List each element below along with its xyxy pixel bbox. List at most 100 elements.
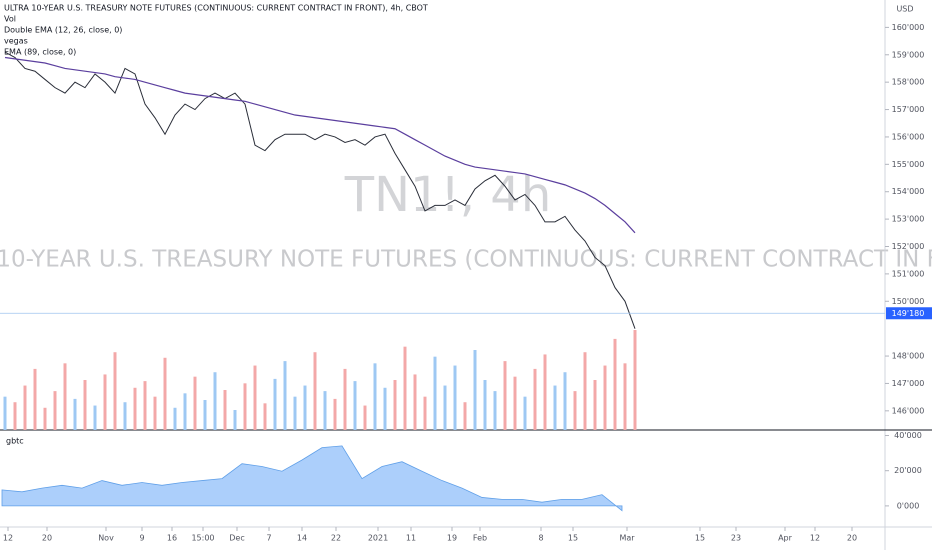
y-tick-label: 157'000 xyxy=(892,105,925,114)
volume-bar xyxy=(213,372,217,430)
x-tick-label: 16 xyxy=(167,534,177,543)
volume-bar xyxy=(3,396,7,430)
y-tick-label: 159'000 xyxy=(892,50,925,59)
volume-bar xyxy=(63,363,67,430)
watermark-symbol: TN1!, 4h xyxy=(344,167,551,223)
volume-bar xyxy=(533,368,537,430)
volume-bar xyxy=(633,330,637,430)
x-tick-label: 2021 xyxy=(368,534,388,543)
volume-bar xyxy=(393,380,397,430)
volume-bar xyxy=(613,338,617,430)
volume-bar xyxy=(573,391,577,430)
x-tick-label: 14 xyxy=(297,534,307,543)
volume-bar xyxy=(313,352,317,430)
volume-bar xyxy=(43,407,47,430)
price-line xyxy=(4,56,636,234)
x-tick-label: 20 xyxy=(847,534,857,543)
x-tick-label: 8 xyxy=(538,534,543,543)
x-tick-label: Apr xyxy=(778,534,793,543)
y-tick-label: 20'000 xyxy=(894,466,922,475)
indicator-label: EMA (89, close, 0) xyxy=(4,48,76,57)
volume-bar xyxy=(493,391,497,430)
y-tick-label: 150'000 xyxy=(892,297,925,306)
volume-bar xyxy=(173,407,177,430)
y-tick-label: 147'000 xyxy=(892,379,925,388)
y-tick-label: 148'000 xyxy=(892,352,925,361)
volume-bar xyxy=(73,398,77,430)
x-tick-label: 19 xyxy=(447,534,457,543)
volume-bar xyxy=(463,402,467,430)
x-tick-label: 12 xyxy=(810,534,820,543)
y-tick-label: 153'000 xyxy=(892,215,925,224)
x-tick-label: 11 xyxy=(406,534,416,543)
volume-bar xyxy=(93,405,97,430)
y-tick-label: 0'000 xyxy=(897,501,920,510)
x-tick-label: Mar xyxy=(619,534,635,543)
y-tick-label: 154'000 xyxy=(892,187,925,196)
volume-bar xyxy=(223,390,227,430)
volume-bar xyxy=(443,385,447,430)
volume-bar xyxy=(303,385,307,430)
volume-bar xyxy=(623,363,627,430)
volume-bar xyxy=(83,380,87,430)
volume-bar xyxy=(523,396,527,430)
price-line xyxy=(4,51,636,329)
volume-bar xyxy=(193,376,197,430)
x-tick-label: 23 xyxy=(731,534,741,543)
volume-bar xyxy=(123,402,127,430)
volume-bar xyxy=(373,363,377,430)
chart-title: ULTRA 10-YEAR U.S. TREASURY NOTE FUTURES… xyxy=(4,4,428,13)
volume-bar xyxy=(183,393,187,430)
x-tick-label: 15 xyxy=(568,534,578,543)
volume-bar xyxy=(603,365,607,430)
x-tick-label: 15 xyxy=(695,534,705,543)
y-tick-label: 160'000 xyxy=(892,23,925,32)
x-tick-label: Nov xyxy=(98,534,114,543)
y-tick-label: 152'000 xyxy=(892,242,925,251)
x-tick-label: 22 xyxy=(331,534,341,543)
y-tick-label: 156'000 xyxy=(892,132,925,141)
indicator-label: Double EMA (12, 26, close, 0) xyxy=(4,26,122,35)
volume-bar xyxy=(203,400,207,430)
x-tick-label: 12 xyxy=(3,534,13,543)
volume-bar xyxy=(403,346,407,430)
x-tick-label: 9 xyxy=(139,534,144,543)
last-price-label: 149'180 xyxy=(892,309,925,318)
volume-bar xyxy=(253,365,257,430)
volume-bar xyxy=(583,352,587,430)
volume-bar xyxy=(323,391,327,430)
volume-bar xyxy=(263,403,267,430)
volume-bar xyxy=(423,396,427,430)
volume-bar xyxy=(503,361,507,430)
last-price-box xyxy=(886,307,932,320)
volume-bar xyxy=(53,391,57,430)
volume-bar xyxy=(543,354,547,430)
volume-bar xyxy=(143,381,147,430)
x-tick-label: 20 xyxy=(42,534,52,543)
volume-bar xyxy=(483,380,487,430)
volume-bar xyxy=(33,368,37,430)
volume-bar xyxy=(383,387,387,430)
volume-bar xyxy=(593,380,597,430)
currency: USD xyxy=(896,5,913,14)
volume-bar xyxy=(513,376,517,430)
y-tick-label: 155'000 xyxy=(892,160,925,169)
volume-bar xyxy=(23,385,27,430)
y-tick-label: 146'000 xyxy=(892,406,925,415)
y-tick-label: 40'000 xyxy=(894,431,922,440)
gbtc-area xyxy=(1,445,623,512)
volume-bar xyxy=(353,381,357,430)
volume-bar xyxy=(103,374,107,430)
watermark-description: ULTRA 10-YEAR U.S. TREASURY NOTE FUTURES… xyxy=(0,247,932,273)
volume-bar xyxy=(113,352,117,430)
volume-bar xyxy=(333,398,337,430)
volume-bar xyxy=(243,383,247,430)
volume-bar xyxy=(363,405,367,430)
volume-bar xyxy=(453,365,457,430)
indicator-label: Vol xyxy=(4,15,16,24)
volume-bar xyxy=(13,402,17,430)
x-tick-label: 15:00 xyxy=(191,534,214,543)
y-tick-label: 151'000 xyxy=(892,269,925,278)
